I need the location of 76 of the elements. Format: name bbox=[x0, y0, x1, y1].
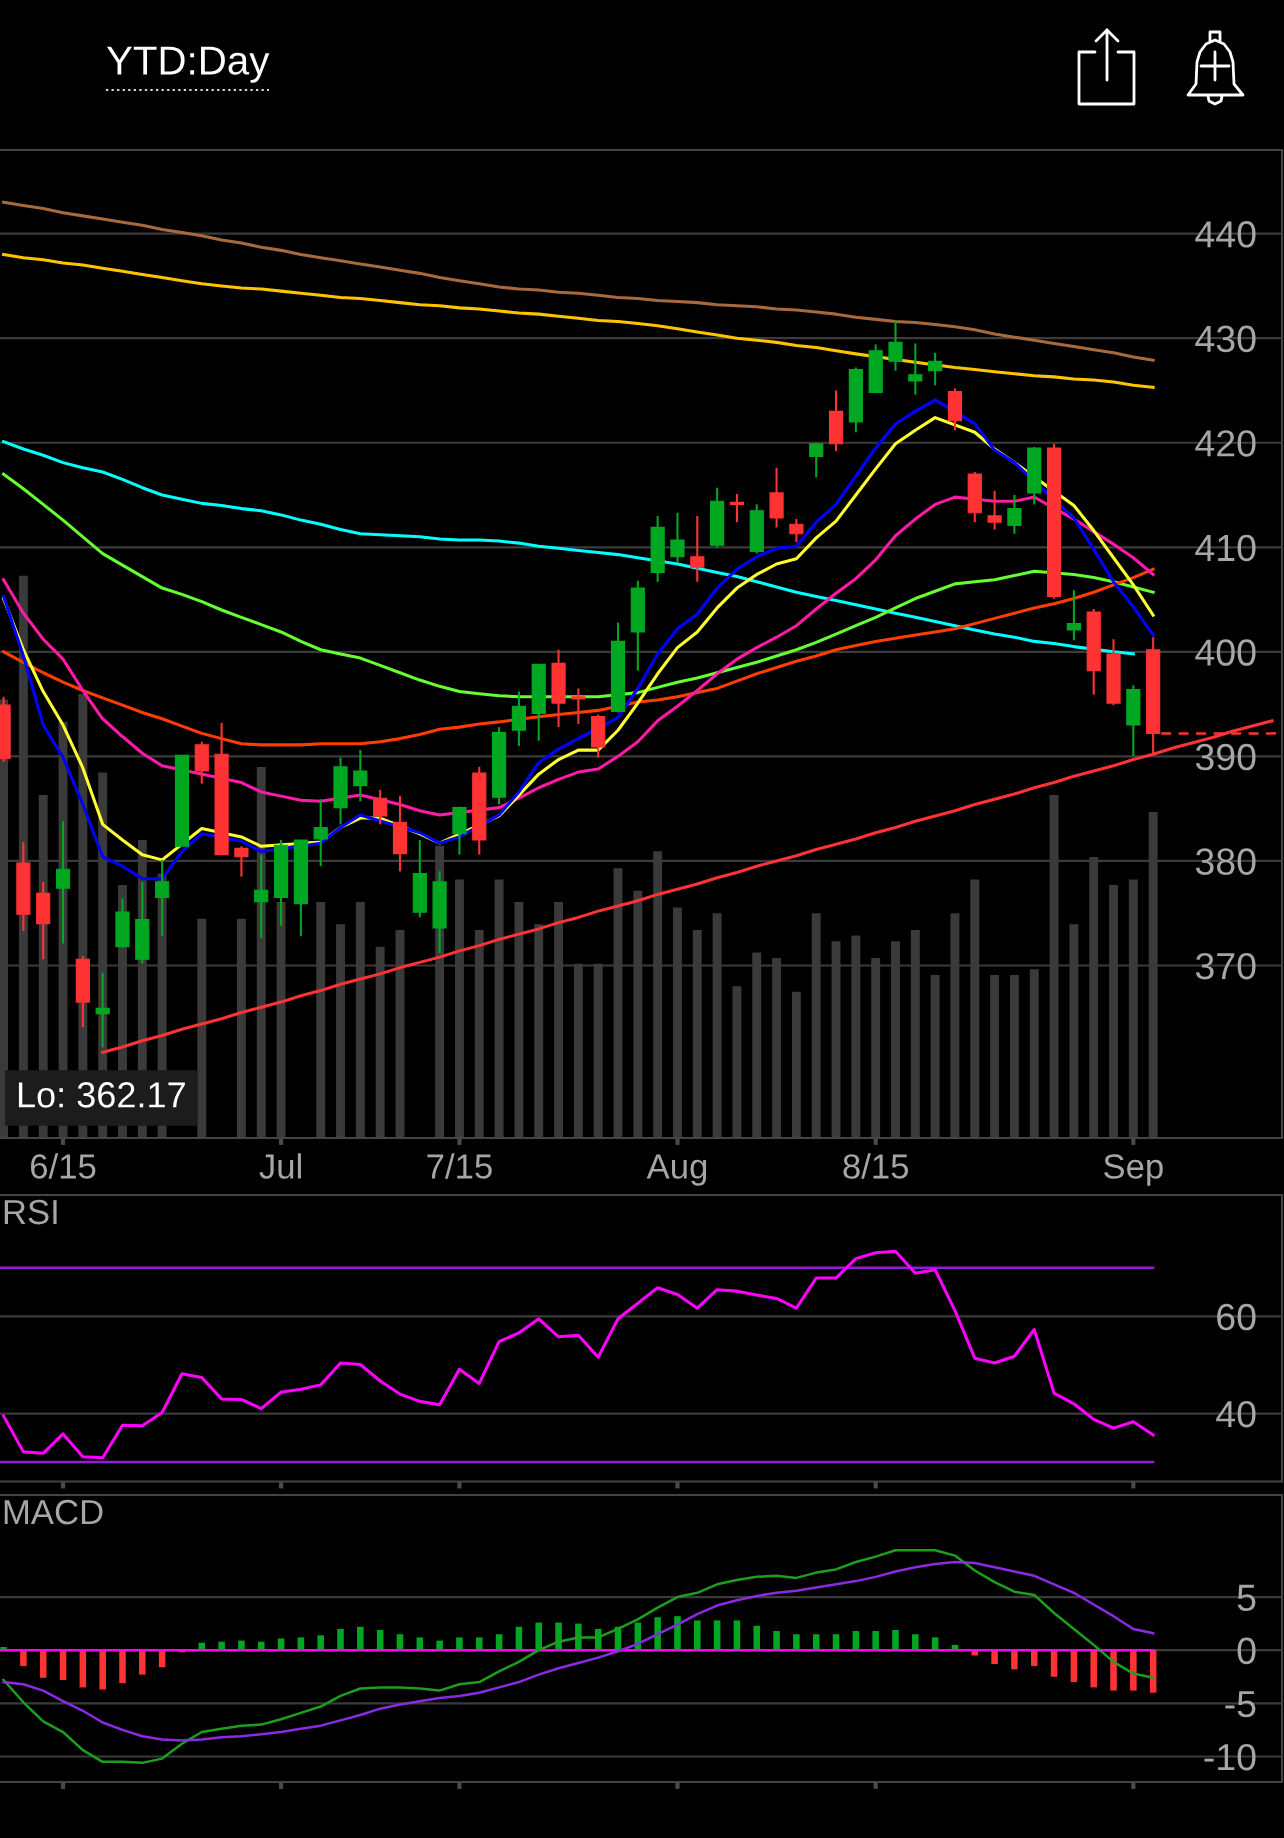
candlestick bbox=[729, 492, 745, 524]
line-series bbox=[2, 440, 1135, 656]
x-tick-label: Jul bbox=[259, 1153, 301, 1179]
candlestick bbox=[908, 342, 923, 396]
bar bbox=[991, 1650, 998, 1665]
candlestick bbox=[313, 798, 328, 868]
candlestick bbox=[888, 319, 903, 372]
y-tick-label: 390 bbox=[1195, 743, 1256, 771]
bar bbox=[119, 1650, 126, 1684]
y-tick-label: 5 bbox=[1237, 1584, 1256, 1611]
y-tick-label: 60 bbox=[1217, 1303, 1256, 1331]
y-tick-label: 410 bbox=[1195, 534, 1256, 562]
y-tick-label: 430 bbox=[1195, 325, 1256, 353]
candlestick bbox=[1066, 589, 1081, 642]
bar bbox=[20, 1650, 27, 1667]
candlestick bbox=[789, 518, 804, 544]
bar bbox=[357, 1626, 364, 1651]
candlestick bbox=[373, 788, 388, 826]
bar bbox=[1030, 1650, 1038, 1667]
bar bbox=[456, 1637, 463, 1651]
x-tick-label: 7/15 bbox=[427, 1153, 492, 1179]
line-series bbox=[2, 1549, 1155, 1765]
y-tick-label: 440 bbox=[1195, 221, 1256, 248]
bar bbox=[872, 1631, 879, 1651]
line-series bbox=[2, 1560, 1155, 1742]
y-tick-label: 380 bbox=[1195, 848, 1256, 875]
candlestick bbox=[1007, 493, 1022, 535]
y-tick-label: 420 bbox=[1195, 430, 1256, 457]
candlestick bbox=[234, 845, 249, 878]
y-tick-label: 400 bbox=[1195, 639, 1256, 666]
bar bbox=[793, 1634, 800, 1651]
bar bbox=[1050, 1650, 1058, 1677]
bar bbox=[475, 1637, 483, 1651]
candlestick bbox=[353, 749, 368, 803]
bar bbox=[337, 1628, 344, 1651]
bar bbox=[317, 1635, 324, 1651]
x-tick-label: 6/15 bbox=[31, 1153, 96, 1179]
x-tick-label: Aug bbox=[646, 1154, 707, 1186]
candlestick bbox=[254, 853, 269, 940]
bar bbox=[139, 1650, 146, 1675]
candlestick bbox=[690, 514, 705, 583]
bar bbox=[892, 1630, 899, 1651]
annotation: Lo: 362.17 bbox=[18, 1082, 185, 1108]
y-tick-label: 0 bbox=[1237, 1637, 1256, 1665]
x-tick-label: Sep bbox=[1104, 1154, 1163, 1186]
candlestick bbox=[571, 687, 586, 726]
candlestick bbox=[155, 858, 170, 938]
y-tick-label: 370 bbox=[1195, 952, 1256, 980]
bar bbox=[39, 1650, 47, 1678]
line-series bbox=[2, 1249, 1155, 1460]
bar bbox=[99, 1650, 106, 1690]
line-series bbox=[2, 200, 1155, 362]
line-series bbox=[2, 567, 1155, 747]
bar bbox=[753, 1625, 761, 1651]
chart-title: YTD:Day bbox=[106, 46, 270, 83]
bar bbox=[1011, 1650, 1018, 1670]
chart-title: MACD bbox=[4, 1499, 103, 1525]
candlestick bbox=[987, 489, 1002, 531]
candlestick bbox=[670, 511, 685, 565]
y-tick-label: -10 bbox=[1204, 1743, 1256, 1771]
bar bbox=[694, 1620, 701, 1651]
chart-title: RSI bbox=[4, 1199, 57, 1225]
y-tick-label: 40 bbox=[1216, 1400, 1256, 1428]
x-tick-label: 8/15 bbox=[843, 1153, 909, 1179]
candlestick bbox=[55, 820, 71, 945]
bar bbox=[773, 1631, 780, 1651]
line-series bbox=[2, 253, 1155, 389]
bar bbox=[535, 1622, 542, 1651]
bar bbox=[1130, 1650, 1137, 1691]
bar bbox=[912, 1634, 919, 1651]
y-tick-label: -5 bbox=[1225, 1691, 1256, 1718]
candlestick bbox=[809, 441, 824, 479]
bar bbox=[1090, 1650, 1097, 1688]
line-series bbox=[2, 472, 1155, 699]
candlestick bbox=[95, 971, 110, 1049]
candlestick bbox=[928, 351, 943, 387]
